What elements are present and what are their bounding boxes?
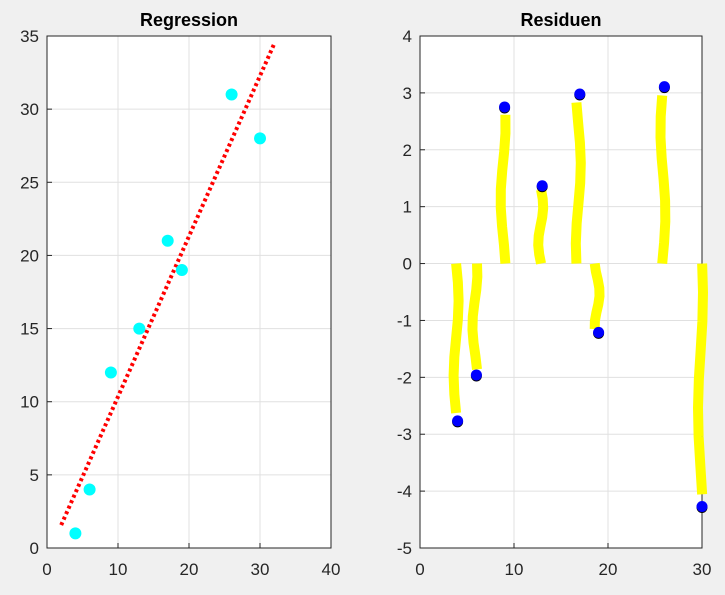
- residual-marker: [470, 369, 482, 381]
- residual-stem: [495, 114, 511, 264]
- y-tick-label: 2: [403, 141, 412, 160]
- y-tick-label: -2: [397, 368, 412, 387]
- chart-title: Regression: [140, 10, 238, 30]
- residual-marker: [536, 180, 548, 192]
- x-tick-label: 10: [505, 560, 524, 579]
- residual-stem: [448, 263, 464, 414]
- y-tick-label: 35: [20, 27, 39, 46]
- residual-marker: [499, 101, 511, 113]
- residual-stem: [693, 263, 708, 495]
- y-tick-label: -3: [397, 425, 412, 444]
- y-tick-label: 10: [20, 393, 39, 412]
- y-tick-label: 25: [20, 173, 39, 192]
- x-tick-label: 0: [42, 560, 51, 579]
- y-tick-label: 0: [30, 539, 39, 558]
- axes-box: [46, 35, 332, 549]
- residual-marker: [452, 415, 464, 427]
- y-tick-label: 15: [20, 320, 39, 339]
- x-tick-label: 0: [415, 560, 424, 579]
- y-tick-label: 3: [403, 84, 412, 103]
- residual-marker: [696, 500, 708, 512]
- data-point: [104, 366, 117, 379]
- data-point: [254, 132, 266, 145]
- y-tick-label: 1: [403, 198, 412, 217]
- y-tick-label: 0: [403, 255, 412, 274]
- y-tick-label: 4: [403, 27, 412, 46]
- data-point: [83, 483, 96, 496]
- residual-stem: [570, 102, 586, 264]
- chart-title: Residuen: [520, 10, 601, 30]
- x-tick-label: 20: [599, 560, 618, 579]
- y-tick-label: 20: [20, 246, 39, 265]
- regression-line: [59, 42, 277, 526]
- data-point: [133, 322, 146, 335]
- data-point: [175, 264, 188, 277]
- residual-marker: [658, 81, 670, 93]
- residual-stem: [589, 262, 605, 330]
- x-tick-label: 20: [180, 560, 199, 579]
- x-tick-label: 30: [251, 560, 270, 579]
- data-point: [161, 234, 174, 247]
- data-point: [225, 88, 238, 101]
- x-tick-label: 40: [322, 560, 341, 579]
- data-point: [69, 527, 82, 540]
- residual-stem: [533, 188, 549, 265]
- residual-marker: [574, 88, 586, 100]
- y-tick-label: 5: [30, 466, 39, 485]
- regression-axes: 0 10 20 30 40 0 5 10 15 20 25 30 35 Regression: [20, 10, 340, 579]
- residuals-axes: 0 10 20 30 -5 -4 -3 -2 -1 0 1 2 3 4 Residuen: [397, 10, 712, 579]
- residual-stem: [655, 95, 671, 265]
- x-tick-label: 10: [109, 560, 128, 579]
- residual-stem: [467, 263, 483, 370]
- y-tick-label: -5: [397, 539, 412, 558]
- y-tick-label: -1: [397, 311, 412, 330]
- x-tick-label: 30: [693, 560, 712, 579]
- plot-area: [420, 36, 702, 548]
- residual-marker: [593, 326, 605, 338]
- y-tick-label: -4: [397, 482, 412, 501]
- y-tick-label: 30: [20, 100, 39, 119]
